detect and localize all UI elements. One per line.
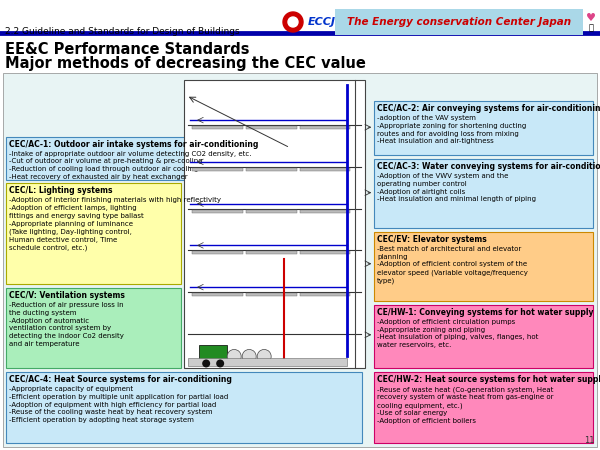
Text: CEC/AC-2: Air conveying systems for air-conditioning: CEC/AC-2: Air conveying systems for air-… — [377, 104, 600, 113]
Text: CE/HW-1: Conveying systems for hot water supply: CE/HW-1: Conveying systems for hot water… — [377, 308, 594, 317]
Bar — [184, 81, 365, 369]
Bar — [374, 159, 593, 228]
Text: CEC/AC-3: Water conveying systems for air-conditioning: CEC/AC-3: Water conveying systems for ai… — [377, 162, 600, 171]
Text: -Best match of architectural and elevator
planning
-Adoption of efficient contro: -Best match of architectural and elevato… — [377, 246, 528, 284]
Circle shape — [283, 12, 303, 32]
Bar — [299, 210, 350, 213]
Text: CEC/HW-2: Heat source systems for hot water supply: CEC/HW-2: Heat source systems for hot wa… — [377, 375, 600, 384]
Text: -Intake of appropriate outdoor air volume detecting CO2 density, etc.
-Cut of ou: -Intake of appropriate outdoor air volum… — [9, 151, 251, 180]
Bar — [246, 126, 296, 129]
Bar — [6, 372, 362, 443]
Text: -Adoption of interior finishing materials with high reflectivity
-Adoption of ef: -Adoption of interior finishing material… — [9, 198, 221, 251]
Bar — [374, 232, 593, 301]
Text: 2.2 Guideline and Standards for Design of Buildings: 2.2 Guideline and Standards for Design o… — [5, 27, 239, 36]
Text: CEC/L: Lighting systems: CEC/L: Lighting systems — [9, 186, 112, 195]
Bar — [6, 137, 291, 180]
Circle shape — [242, 350, 256, 364]
Bar — [192, 168, 243, 171]
Bar — [374, 305, 593, 369]
Circle shape — [257, 350, 271, 364]
Text: CEC/AC-4: Heat Source systems for air-conditioning: CEC/AC-4: Heat Source systems for air-co… — [9, 375, 232, 384]
Bar — [192, 293, 243, 296]
Bar — [192, 252, 243, 254]
Text: -adoption of the VAV system
-Appropriate zoning for shortening ducting
routes an: -adoption of the VAV system -Appropriate… — [377, 115, 527, 144]
Circle shape — [227, 350, 241, 364]
Text: 🌿: 🌿 — [589, 23, 593, 32]
Text: ♥: ♥ — [586, 13, 596, 23]
Bar — [246, 252, 296, 254]
Bar — [246, 168, 296, 171]
Bar — [188, 359, 347, 366]
Bar — [6, 288, 181, 369]
Bar — [192, 210, 243, 213]
Text: -Appropriate capacity of equipment
-Efficient operation by multiple unit applica: -Appropriate capacity of equipment -Effi… — [9, 386, 228, 423]
Bar — [6, 183, 181, 284]
Text: 11: 11 — [584, 436, 595, 445]
Text: -Reduction of air pressure loss in
the ducting system
-Adoption of automatic
ven: -Reduction of air pressure loss in the d… — [9, 302, 124, 347]
Bar — [299, 168, 350, 171]
Circle shape — [216, 360, 224, 368]
Bar — [192, 126, 243, 129]
Text: -Adoption of the VWV system and the
operating number control
-Adoption of airtig: -Adoption of the VWV system and the oper… — [377, 173, 536, 202]
Text: CEC/AC-1: Outdoor air intake systems for air-conditioning: CEC/AC-1: Outdoor air intake systems for… — [9, 140, 259, 148]
Bar — [199, 346, 227, 364]
Bar — [246, 293, 296, 296]
Circle shape — [288, 17, 298, 27]
Text: Major methods of decreasing the CEC value: Major methods of decreasing the CEC valu… — [5, 56, 366, 71]
Bar — [374, 101, 593, 155]
Bar — [374, 372, 593, 443]
Bar — [3, 73, 597, 447]
Circle shape — [202, 360, 210, 368]
Bar — [299, 126, 350, 129]
Bar — [335, 9, 583, 35]
Text: CEC/V: Ventilation systems: CEC/V: Ventilation systems — [9, 291, 125, 300]
Text: -Adoption of efficient circulation pumps
-Appropriate zoning and piping
-Heat in: -Adoption of efficient circulation pumps… — [377, 319, 539, 348]
Text: ECCJ: ECCJ — [308, 17, 336, 27]
Bar — [246, 210, 296, 213]
Text: The Energy conservation Center Japan: The Energy conservation Center Japan — [347, 17, 571, 27]
Bar — [299, 252, 350, 254]
Text: -Reuse of waste heat (Co-generation system, Heat
recovery system of waste heat f: -Reuse of waste heat (Co-generation syst… — [377, 386, 554, 424]
Text: CEC/EV: Elevator systems: CEC/EV: Elevator systems — [377, 235, 487, 244]
Text: EE&C Performance Standards: EE&C Performance Standards — [5, 42, 250, 57]
Bar — [299, 293, 350, 296]
